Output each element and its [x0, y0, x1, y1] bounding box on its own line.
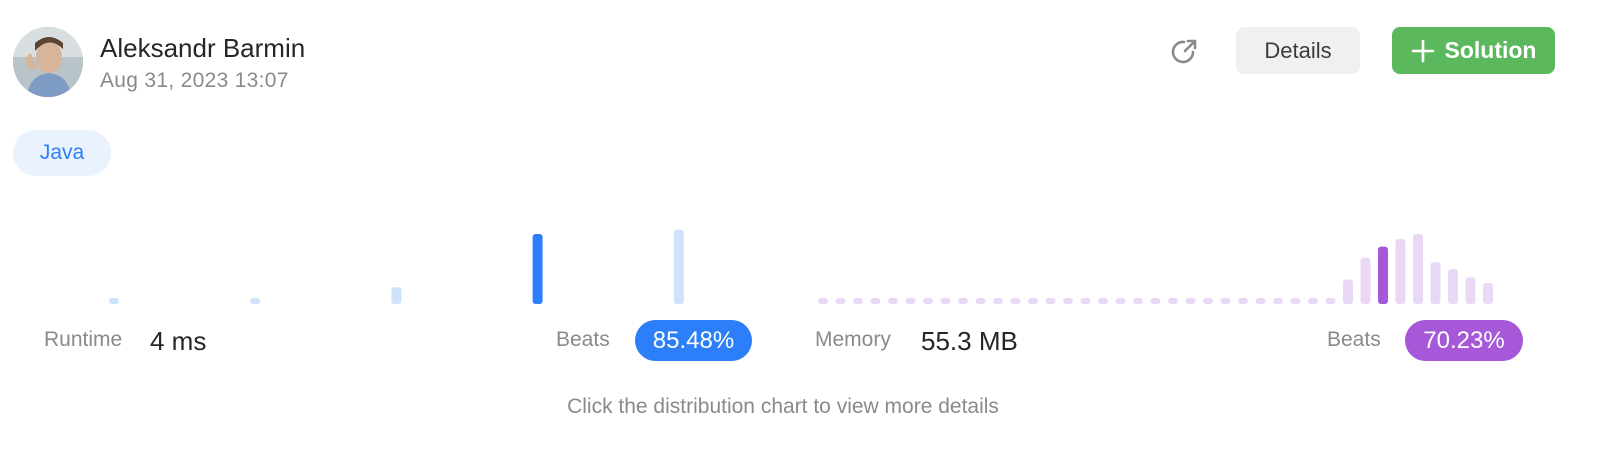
runtime-beats-badge: 85.48% [635, 320, 752, 361]
memory-distribution-bar[interactable] [1343, 279, 1353, 305]
memory-distribution-bar[interactable] [1378, 246, 1388, 304]
language-label: Java [39, 141, 85, 164]
runtime-beats-label: Beats [556, 328, 610, 351]
memory-beats-value: 70.23% [1423, 326, 1505, 354]
memory-distribution-bar[interactable] [1430, 262, 1441, 304]
memory-distribution-bar[interactable] [1010, 298, 1021, 304]
memory-distribution-bar[interactable] [1360, 257, 1371, 304]
memory-distribution-bar[interactable] [1483, 283, 1493, 304]
memory-distribution-bar[interactable] [1413, 234, 1423, 304]
memory-beats-badge: 70.23% [1405, 320, 1523, 361]
memory-distribution-bar[interactable] [888, 298, 898, 304]
memory-distribution-bar[interactable] [853, 298, 863, 304]
runtime-beats-value: 85.48% [652, 326, 735, 354]
memory-distribution-bar[interactable] [1220, 298, 1231, 304]
memory-distribution-bar[interactable] [1395, 238, 1406, 304]
memory-distribution-bar[interactable] [1028, 298, 1038, 304]
runtime-value: 4 ms [150, 326, 207, 356]
avatar-image [13, 27, 83, 97]
memory-distribution-bar[interactable] [1465, 277, 1476, 304]
plus-icon [1411, 39, 1434, 62]
language-tag: Java [13, 130, 111, 176]
memory-distribution-bar[interactable] [993, 298, 1003, 304]
memory-distribution-bar[interactable] [958, 298, 968, 304]
solution-button-label: Solution [1444, 37, 1537, 63]
details-button[interactable]: Details [1236, 27, 1360, 74]
memory-distribution-bar[interactable] [940, 298, 951, 304]
memory-distribution-bar[interactable] [1080, 298, 1091, 304]
runtime-distribution-bar[interactable] [250, 298, 261, 304]
memory-distribution-bar[interactable] [975, 298, 986, 304]
runtime-distribution-bar[interactable] [391, 287, 402, 304]
memory-distribution-bar[interactable] [1308, 298, 1318, 304]
memory-beats-label: Beats [1327, 328, 1381, 351]
memory-distribution-bar[interactable] [1115, 298, 1126, 304]
memory-distribution-bar[interactable] [1255, 298, 1266, 304]
memory-distribution-bar[interactable] [1273, 298, 1283, 304]
user-name[interactable]: Aleksandr Barmin [100, 33, 306, 63]
memory-distribution-bar[interactable] [1063, 298, 1073, 304]
memory-distribution-bar[interactable] [1448, 269, 1458, 304]
share-button[interactable] [1166, 34, 1202, 70]
runtime-distribution-bar[interactable] [532, 234, 543, 304]
memory-label: Memory [815, 328, 891, 351]
memory-distribution-bar[interactable] [1150, 298, 1161, 304]
memory-distribution-bar[interactable] [905, 298, 916, 304]
memory-distribution-bar[interactable] [1203, 298, 1213, 304]
chart-hint: Click the distribution chart to view mor… [567, 395, 999, 418]
distribution-chart[interactable] [0, 0, 1606, 320]
memory-distribution-bar[interactable] [1185, 298, 1196, 304]
runtime-distribution-bar[interactable] [673, 229, 684, 304]
memory-value: 55.3 MB [921, 326, 1018, 356]
add-solution-button[interactable]: Solution [1392, 27, 1555, 74]
runtime-label: Runtime [44, 328, 123, 351]
memory-distribution-bar[interactable] [1168, 298, 1178, 304]
share-icon [1171, 39, 1197, 64]
memory-distribution-bar[interactable] [1045, 298, 1056, 304]
memory-distribution-bar[interactable] [1098, 298, 1108, 304]
runtime-distribution-bar[interactable] [109, 298, 119, 304]
memory-distribution-bar[interactable] [1290, 298, 1301, 304]
memory-distribution-bar[interactable] [835, 298, 846, 304]
memory-distribution-bar[interactable] [870, 298, 881, 304]
memory-distribution-bar[interactable] [1133, 298, 1143, 304]
memory-distribution-bar[interactable] [923, 298, 933, 304]
memory-distribution-bar[interactable] [818, 298, 828, 304]
submission-date: Aug 31, 2023 13:07 [100, 69, 289, 92]
details-button-label: Details [1264, 37, 1332, 63]
avatar[interactable] [13, 27, 83, 97]
memory-distribution-bar[interactable] [1325, 298, 1336, 304]
memory-distribution-bar[interactable] [1238, 298, 1248, 304]
